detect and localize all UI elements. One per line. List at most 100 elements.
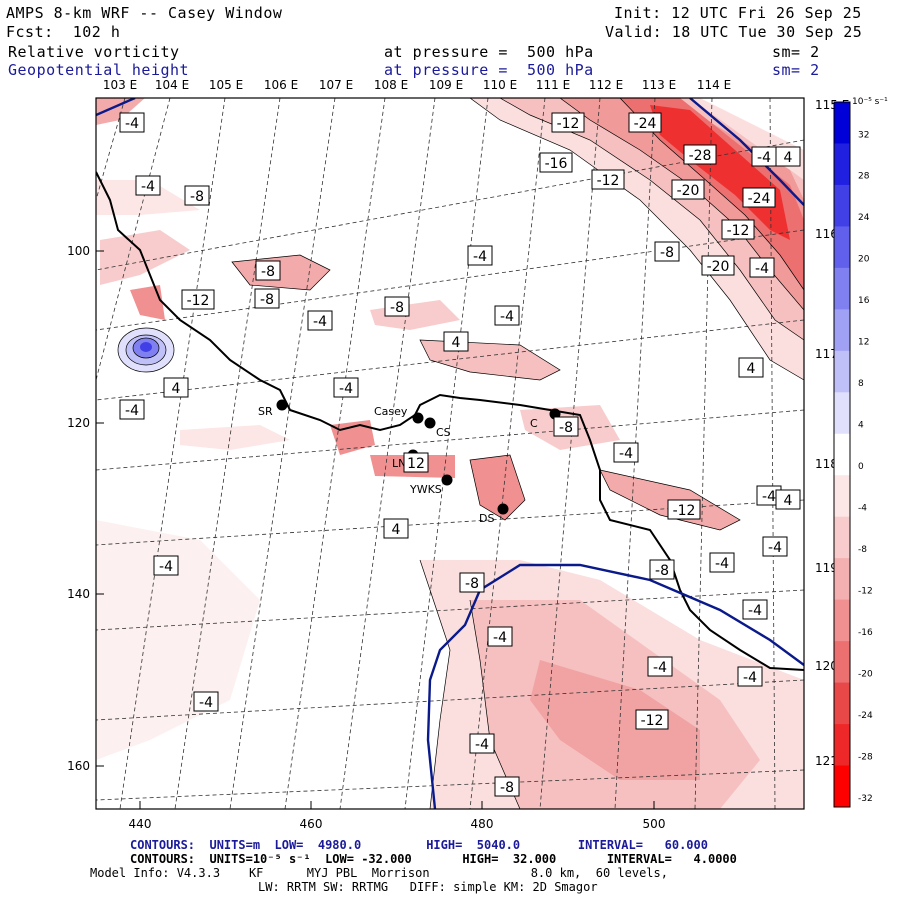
- contour-label: -16: [545, 156, 568, 172]
- y-tick-label: 120: [67, 416, 90, 430]
- contour-label: -24: [634, 116, 657, 132]
- colorbar-swatch: [834, 433, 850, 476]
- colorbar: 32 28 24 20 16 12 8 4 0 -4 -8 -12 -16 -20 -24 -28 -32: [833, 101, 873, 808]
- station-cs-marker: [424, 417, 436, 429]
- contour-label: 4: [392, 522, 401, 538]
- contour-label: -12: [187, 293, 210, 309]
- contour-label-box: [193, 691, 219, 712]
- station-label: SR: [258, 405, 273, 418]
- contour-label-box: [307, 310, 333, 331]
- colorbar-tick-label: -16: [858, 628, 873, 638]
- model-info: Model Info: V4.3.3 KF MYJ PBL Morrison 8…: [90, 866, 668, 880]
- x-tick-label: 440: [129, 817, 152, 831]
- station-label: C: [530, 417, 538, 430]
- contour-label-box: [184, 185, 210, 206]
- height-contour-info: CONTOURS: UNITS=m LOW= 4980.0 HIGH= 5040…: [130, 838, 708, 852]
- colorbar-swatch: [834, 724, 850, 767]
- forecast-hour: Fcst: 102 h: [6, 23, 121, 41]
- colorbar-tick-label: 0: [858, 462, 864, 472]
- y-axis-labels: 100 120 140 160: [67, 244, 90, 773]
- contour-label-box: [383, 518, 409, 539]
- contour-label-box: [539, 152, 573, 173]
- contour-label-box: [254, 288, 280, 309]
- contour-label: -4: [199, 695, 213, 711]
- lon-label: 113 E: [642, 78, 676, 92]
- station-label: CS: [436, 426, 451, 439]
- plot-frame: [95, 97, 805, 810]
- contour-label-box: [683, 144, 717, 165]
- colorbar-swatch: [834, 350, 850, 393]
- contour-label-box: [654, 241, 680, 262]
- contour-label: -4: [755, 261, 769, 277]
- colorbar-tick-label: 12: [858, 338, 869, 348]
- contour-label-box: [701, 255, 735, 276]
- contour-label: -4: [313, 314, 327, 330]
- contour-label-box: [153, 555, 179, 576]
- colorbar-frame: [833, 101, 851, 808]
- lon-label: 110 E: [483, 78, 517, 92]
- colorbar-swatch: [834, 143, 850, 186]
- contour-label-box: [119, 112, 145, 133]
- contour-label: -4: [500, 309, 514, 325]
- contour-label-box: [762, 536, 788, 557]
- contour-label: -4: [473, 249, 487, 265]
- contour-label-box: [775, 489, 801, 510]
- contour-label: -4: [141, 179, 155, 195]
- contour-label: 4: [452, 335, 461, 351]
- colorbar-swatch: [834, 267, 850, 310]
- contour-label-box: [135, 175, 161, 196]
- lon-label: 112 E: [589, 78, 623, 92]
- colorbar-swatch: [834, 475, 850, 518]
- contour-label: -4: [475, 737, 489, 753]
- contour-label-box: [628, 112, 662, 133]
- x-tick-label: 460: [300, 817, 323, 831]
- y-tick-label: 100: [67, 244, 90, 258]
- colorbar-tick-label: -20: [858, 669, 873, 679]
- field2-smoothing: sm= 2: [772, 61, 820, 79]
- contour-label-box: [163, 377, 189, 398]
- colorbar-tick-label: 16: [858, 296, 870, 306]
- contour-label-box: [751, 146, 777, 167]
- contour-label-box: [443, 331, 469, 352]
- contour-label-box: [635, 709, 669, 730]
- contour-label: -4: [339, 381, 353, 397]
- contour-label: 4: [784, 150, 793, 166]
- contour-label-box: [255, 260, 281, 281]
- colorbar-swatch: [834, 599, 850, 642]
- contour-label-box: [742, 187, 776, 208]
- lon-label: 111 E: [536, 78, 570, 92]
- colorbar-swatch: [834, 765, 850, 808]
- colorbar-swatch: [834, 392, 850, 435]
- contour-label: 4: [784, 493, 793, 509]
- colorbar-tick-label: -8: [858, 545, 867, 555]
- lon-label: 109 E: [429, 78, 463, 92]
- contour-label: -8: [390, 300, 404, 316]
- field2-pressure: at pressure = 500 hPa: [384, 61, 594, 79]
- contour-label: -12: [557, 116, 580, 132]
- contour-label-box: [591, 169, 625, 190]
- lon-label: 107 E: [319, 78, 353, 92]
- contour-label-box: [613, 442, 639, 463]
- contour-label: -20: [677, 183, 700, 199]
- y-tick-label: 140: [67, 587, 90, 601]
- station-sr-marker: [276, 399, 288, 411]
- contour-label: -8: [260, 292, 274, 308]
- colorbar-swatch: [834, 309, 850, 352]
- contour-label: -20: [707, 259, 730, 275]
- colorbar-swatch: [834, 641, 850, 684]
- contour-label: -12: [727, 223, 750, 239]
- contour-label: -4: [493, 630, 507, 646]
- colorbar-swatch: [834, 516, 850, 559]
- contour-label-box: [459, 572, 485, 593]
- contour-label: -8: [655, 563, 669, 579]
- contour-label: -4: [768, 540, 782, 556]
- axis-ticks: [96, 250, 655, 809]
- contour-label-box: [709, 552, 735, 573]
- valid-time: Valid: 18 UTC Tue 30 Sep 25: [605, 23, 863, 41]
- lon-label: 105 E: [209, 78, 243, 92]
- colorbar-swatch: [834, 184, 850, 227]
- contour-label: -8: [500, 780, 514, 796]
- contour-label: -12: [673, 503, 696, 519]
- colorbar-tick-label: -28: [858, 752, 873, 762]
